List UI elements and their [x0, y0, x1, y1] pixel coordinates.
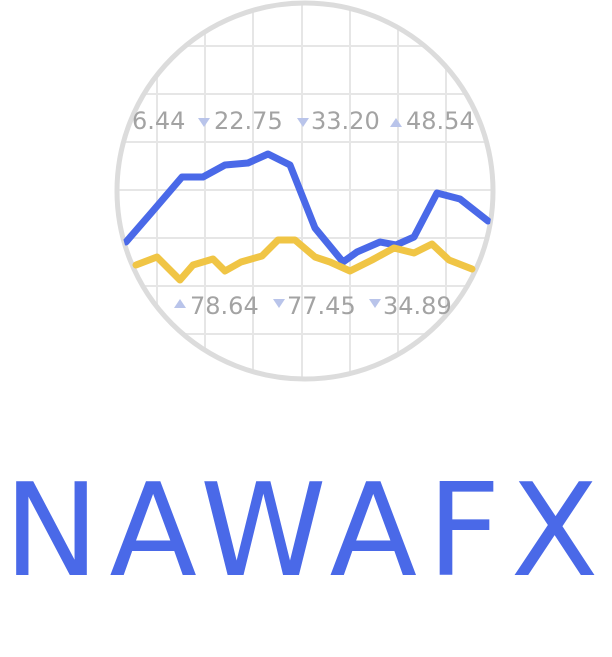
ticker-value: 6.44 — [132, 107, 185, 135]
yellow-trend-line — [132, 236, 476, 284]
arrow-down-icon — [198, 118, 210, 127]
ticker-value: 77.45 — [287, 292, 356, 320]
logo-mark: 6.44 22.75 33.20 48.54 78.64 77.45 34.89 — [114, 0, 496, 382]
arrow-down-icon — [273, 299, 285, 308]
logo-circle-ring — [114, 0, 496, 382]
ticker-top-3: 33.20 — [297, 107, 380, 135]
chart-grid — [117, 3, 493, 379]
ticker-bottom-1: 78.64 — [174, 292, 259, 320]
ticker-top-1: 6.44 — [132, 107, 185, 135]
ticker-value: 78.64 — [190, 292, 259, 320]
blue-trend-line — [122, 150, 492, 266]
ticker-bottom-3: 34.89 — [369, 292, 452, 320]
arrow-up-icon — [174, 299, 186, 308]
arrow-down-icon — [369, 299, 381, 308]
ticker-value: 33.20 — [311, 107, 380, 135]
ticker-top-4: 48.54 — [390, 107, 475, 135]
ticker-value: 48.54 — [406, 107, 475, 135]
ticker-value: 34.89 — [383, 292, 452, 320]
ticker-value: 22.75 — [214, 107, 283, 135]
ticker-bottom-2: 77.45 — [273, 292, 356, 320]
ticker-top-2: 22.75 — [198, 107, 283, 135]
arrow-down-icon — [297, 118, 309, 127]
brand-name: NAWAFX — [3, 457, 609, 606]
arrow-up-icon — [390, 118, 402, 127]
